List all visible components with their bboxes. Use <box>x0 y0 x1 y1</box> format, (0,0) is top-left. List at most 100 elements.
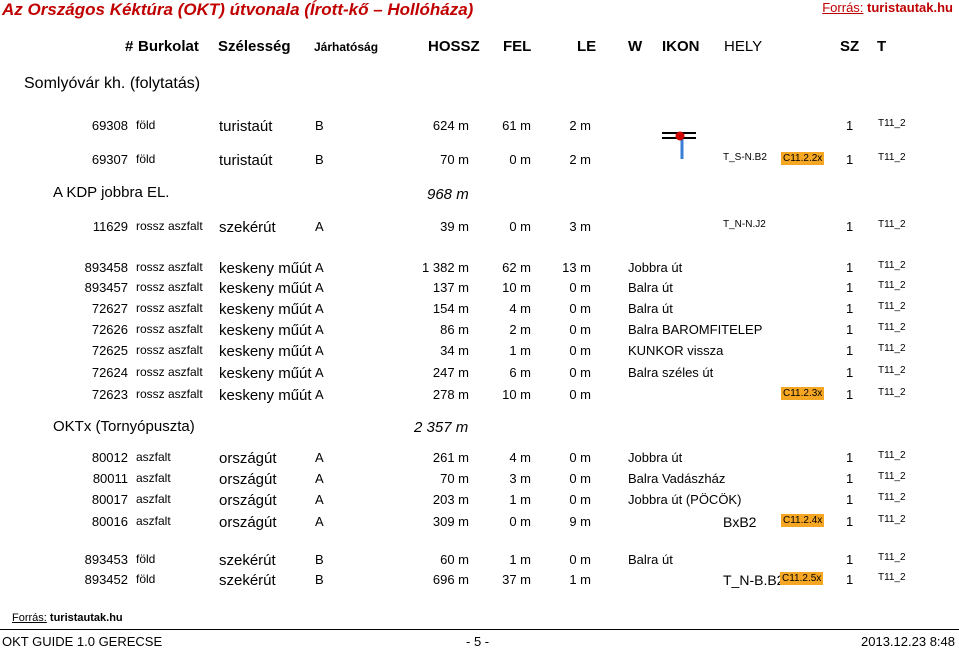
footer-guide: OKT GUIDE 1.0 GERECSE <box>2 634 163 649</box>
cell-sz: 1 <box>846 387 854 402</box>
cell-len: 696 m <box>432 572 469 587</box>
cell-up: 0 m <box>509 514 531 529</box>
cell-t: T11_2 <box>878 343 906 354</box>
table-row: 80011 aszfalt országút A 70 m 3 m 0 m Balra Vad… <box>0 471 959 491</box>
cell-sz: 1 <box>846 514 854 529</box>
col-down: LE <box>577 38 597 55</box>
cell-pass: A <box>315 343 324 358</box>
cell-down: 2 m <box>569 152 591 167</box>
cell-len: 1 382 m <box>422 260 469 275</box>
cell-surface: föld <box>136 152 156 166</box>
cell-pass: B <box>315 152 324 167</box>
cell-id: 72623 <box>91 387 128 402</box>
table-row: 72626 rossz aszfalt keskeny műút A 86 m 2 m 0 … <box>0 322 959 342</box>
cell-t: T11_2 <box>878 322 906 333</box>
table-row: 69307 föld turistaút B 70 m 0 m 2 m T_S-N.B2 C11… <box>0 152 959 172</box>
section-kdp-sum: 968 m <box>427 186 469 203</box>
cell-id: 80017 <box>91 492 128 507</box>
cell-pass: A <box>315 450 324 465</box>
cell-t: T11_2 <box>878 118 906 129</box>
cell-dir: Balra út <box>628 301 673 316</box>
cell-t: T11_2 <box>878 450 906 461</box>
section-kdp: A KDP jobbra EL. <box>53 184 170 201</box>
cell-down: 1 m <box>569 572 591 587</box>
footer-date: 2013.12.23 8:48 <box>861 634 955 649</box>
cell-pass: A <box>315 260 324 275</box>
footer-page: - 5 - <box>466 634 490 649</box>
footer-source-label[interactable]: Forrás: <box>12 612 47 624</box>
table-row: 11629 rossz aszfalt szekérút A 39 m 0 m 3 m T_N… <box>0 219 959 239</box>
cell-t: T11_2 <box>878 471 906 482</box>
footer-source-value: turistautak.hu <box>49 612 123 624</box>
cell-pass: A <box>315 492 324 507</box>
table-row: 80012 aszfalt országút A 261 m 4 m 0 m Jobbra ú… <box>0 450 959 470</box>
cell-up: 6 m <box>509 365 531 380</box>
cell-up: 10 m <box>502 387 531 402</box>
cell-width: keskeny műút <box>219 322 312 339</box>
table-row: 80016 aszfalt országút A 309 m 0 m 9 m BxB2 C11.… <box>0 514 959 534</box>
cell-pass: A <box>315 301 324 316</box>
cell-width: keskeny műút <box>219 301 312 318</box>
footer-divider <box>0 629 959 630</box>
cell-place: C11.2.5x <box>780 572 824 585</box>
cell-len: 60 m <box>440 552 469 567</box>
col-passability: Járhatóság <box>314 40 379 54</box>
cell-len: 70 m <box>440 152 469 167</box>
cell-sz: 1 <box>846 118 854 133</box>
cell-width: országút <box>219 492 277 509</box>
cell-width: keskeny műút <box>219 365 312 382</box>
cell-down: 0 m <box>569 322 591 337</box>
cell-dir: Balra út <box>628 552 673 567</box>
cell-pass: A <box>315 280 324 295</box>
cell-len: 247 m <box>432 365 469 380</box>
cell-up: 3 m <box>509 471 531 486</box>
cell-width: keskeny műút <box>219 387 312 404</box>
cell-down: 0 m <box>569 492 591 507</box>
cell-t: T11_2 <box>878 219 906 230</box>
footer-source: Forrás: turistautak.hu <box>12 612 123 624</box>
cell-down: 13 m <box>562 260 591 275</box>
cell-id: 72627 <box>91 301 128 316</box>
cell-id: 69308 <box>91 118 128 133</box>
cell-surface: rossz aszfalt <box>136 387 203 401</box>
cell-dir: Jobbra út (PÖCÖK) <box>628 492 742 507</box>
cell-t: T11_2 <box>878 301 906 312</box>
source-label[interactable]: Forrás: <box>822 0 864 15</box>
cell-width: szekérút <box>219 552 276 569</box>
cell-down: 0 m <box>569 450 591 465</box>
cell-icon: T_N-B.B2 <box>723 572 785 588</box>
cell-surface: föld <box>136 552 156 566</box>
cell-width: keskeny műút <box>219 343 312 360</box>
cell-down: 3 m <box>569 219 591 234</box>
cell-up: 0 m <box>509 219 531 234</box>
col-surface: Burkolat <box>138 38 199 55</box>
section-oktx-sum: 2 357 m <box>414 419 469 436</box>
cell-dir: Balra Vadászház <box>628 471 726 486</box>
cell-surface: aszfalt <box>136 492 171 506</box>
col-length: HOSSZ <box>428 38 480 55</box>
cell-up: 1 m <box>509 552 531 567</box>
cell-dir: Balra BAROMFITELEP <box>628 322 763 337</box>
cell-down: 0 m <box>569 471 591 486</box>
cell-len: 624 m <box>432 118 469 133</box>
table-row: 80017 aszfalt országút A 203 m 1 m 0 m Jobbra ú… <box>0 492 959 512</box>
col-t: T <box>877 38 887 55</box>
cell-t: T11_2 <box>878 365 906 376</box>
cell-pass: A <box>315 471 324 486</box>
cell-up: 0 m <box>509 152 531 167</box>
cell-sz: 1 <box>846 492 854 507</box>
cell-sz: 1 <box>846 365 854 380</box>
cell-sz: 1 <box>846 219 854 234</box>
cell-width: szekérút <box>219 572 276 589</box>
cell-surface: rossz aszfalt <box>136 280 203 294</box>
cell-pass: A <box>315 387 324 402</box>
cell-len: 278 m <box>432 387 469 402</box>
cell-sz: 1 <box>846 322 854 337</box>
col-place: HELY <box>724 38 763 55</box>
cell-sz: 1 <box>846 572 854 587</box>
cell-sz: 1 <box>846 552 854 567</box>
cell-len: 39 m <box>440 219 469 234</box>
cell-icon: T_S-N.B2 <box>723 152 767 163</box>
table-row: 72623 rossz aszfalt keskeny műút A 278 m 10 m… <box>0 387 959 407</box>
cell-surface: rossz aszfalt <box>136 219 203 233</box>
